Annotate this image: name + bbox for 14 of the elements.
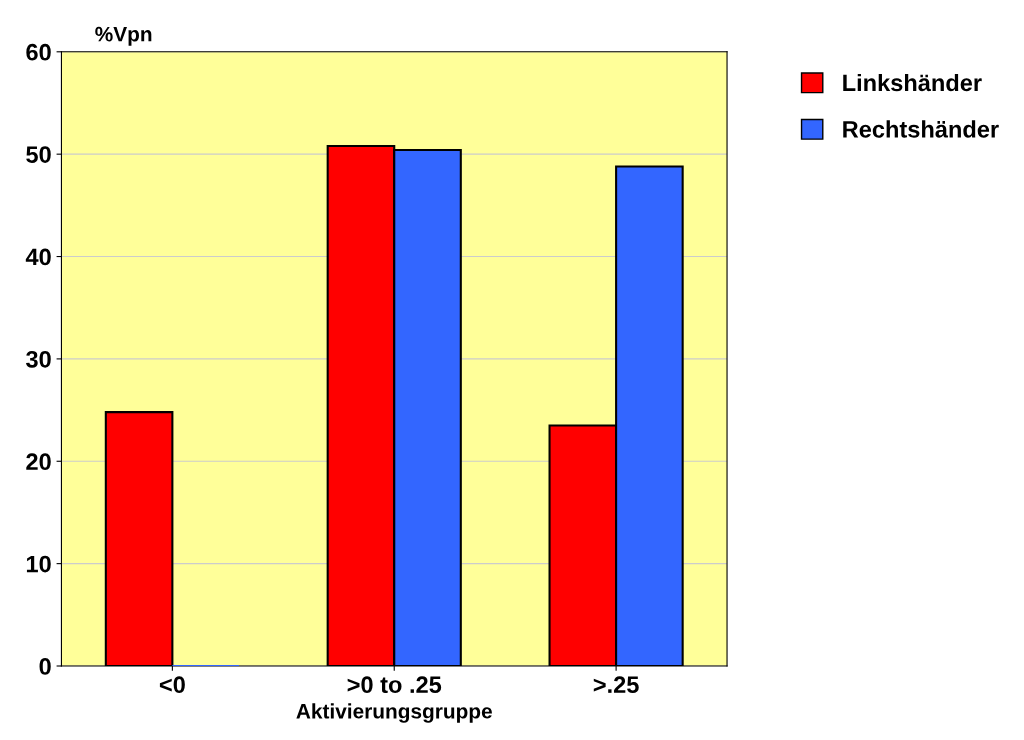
- x-axis-title: Aktivierungsgruppe: [296, 703, 492, 723]
- y-tick-label: 20: [26, 453, 51, 471]
- y-axis-title: %Vpn: [95, 26, 152, 46]
- x-tick-label: >.25: [593, 676, 639, 694]
- x-tick-label: >0 to .25: [347, 676, 442, 694]
- legend-label: Rechtshänder: [843, 120, 999, 138]
- y-tick-label: 40: [25, 248, 51, 266]
- y-tick-label: 30: [26, 350, 51, 368]
- y-tick-label: 60: [26, 43, 51, 61]
- y-tick-label: 0: [39, 658, 51, 675]
- x-tick-label: <0: [159, 676, 185, 694]
- y-tick-label: 50: [26, 146, 51, 163]
- y-tick-label: 10: [26, 555, 51, 573]
- legend-label: Linkshänder: [843, 73, 982, 92]
